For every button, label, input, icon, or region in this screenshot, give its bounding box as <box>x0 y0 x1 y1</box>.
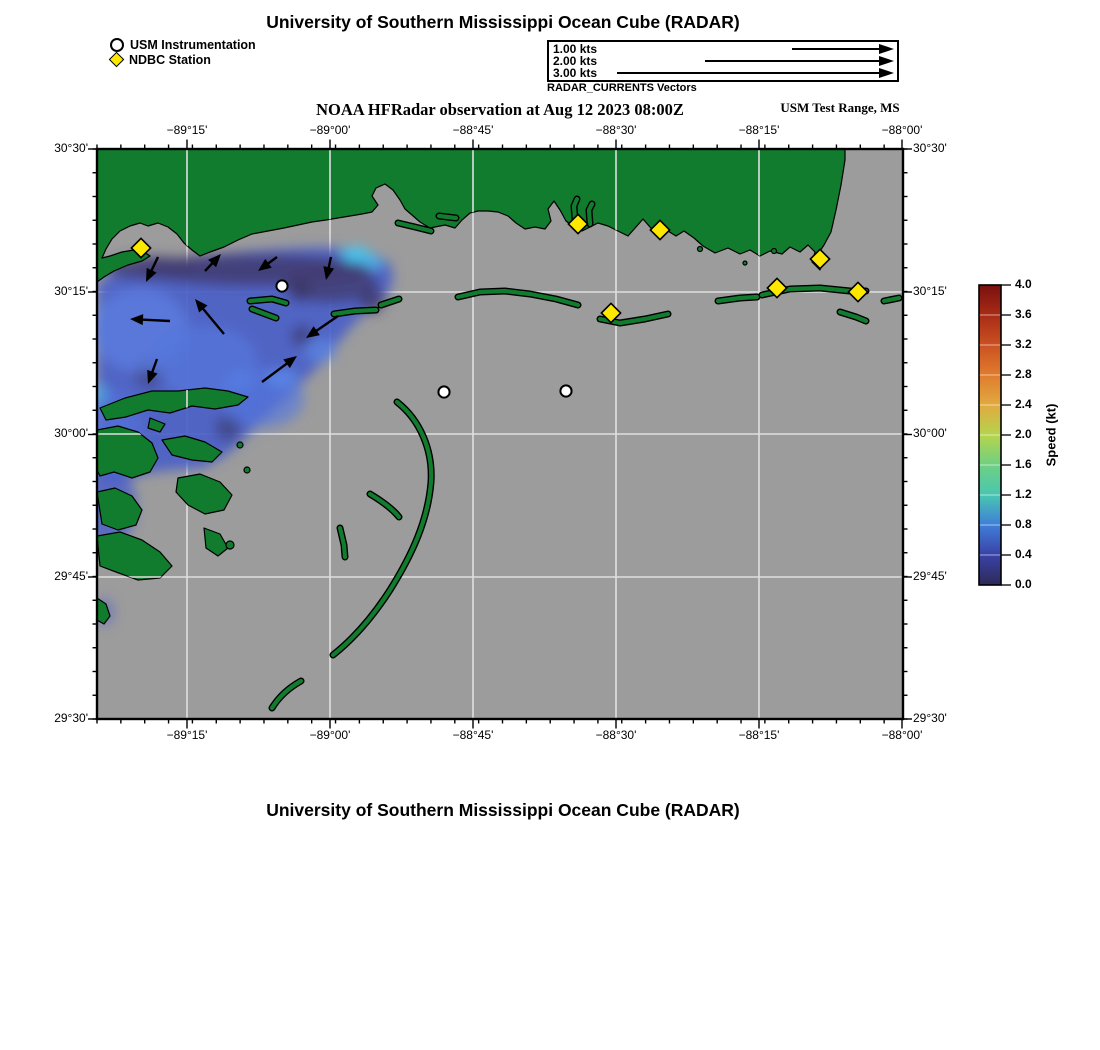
colorbar-tick: 3.6 <box>1015 307 1032 321</box>
marsh-blob <box>97 425 159 479</box>
land-areas <box>97 149 899 708</box>
legend-usm-label: USM Instrumentation <box>130 37 256 52</box>
current-vector-tail <box>314 315 339 333</box>
test-range-label: USM Test Range, MS <box>780 100 900 115</box>
lon-label-bottom: −89°00' <box>309 728 351 742</box>
bottom-title: University of Southern Mississippi Ocean… <box>266 800 740 820</box>
lon-label-top: −89°15' <box>166 123 208 137</box>
current-vector-head <box>195 299 208 313</box>
lon-label-bottom: −88°45' <box>452 728 494 742</box>
scale-1kt-arrow <box>792 48 880 50</box>
scale-2kt-arrow <box>705 60 880 62</box>
legend-row-usm: USM Instrumentation <box>110 37 256 52</box>
usm-instrumentation-marker <box>275 279 289 293</box>
current-vector-tail <box>140 318 171 323</box>
lat-label-right: 30°00' <box>913 426 947 440</box>
current-vector-head <box>146 267 157 282</box>
colorbar-tick: 2.4 <box>1015 397 1032 411</box>
map-frame <box>95 147 905 721</box>
colorbar-tick: 4.0 <box>1015 277 1032 291</box>
lat-label-left: 29°30' <box>54 711 88 725</box>
usm-circle-icon <box>110 37 124 52</box>
current-vectors <box>130 254 339 384</box>
symbol-legend: USM Instrumentation NDBC Station <box>108 37 256 68</box>
ndbc-station-marker <box>649 219 671 241</box>
current-vector-head <box>130 314 144 326</box>
colorbar-tick: 2.0 <box>1015 427 1032 441</box>
marsh-blob <box>97 531 173 581</box>
lon-label-bottom: −88°30' <box>595 728 637 742</box>
lon-label-top: −88°15' <box>738 123 780 137</box>
legend-ndbc-label: NDBC Station <box>129 52 211 67</box>
scale-2kt-label: 2.00 kts <box>553 54 598 68</box>
lat-label-left: 30°00' <box>54 426 88 440</box>
lon-label-bottom: −88°15' <box>738 728 780 742</box>
lat-label-right: 30°30' <box>913 141 947 155</box>
colorbar-tick: 1.6 <box>1015 457 1032 471</box>
colorbar-title: Speed (kt) <box>1043 403 1059 467</box>
ndbc-station-marker <box>847 281 869 303</box>
ndbc-diamond-icon <box>108 51 125 68</box>
arrowhead-icon <box>879 55 894 66</box>
colorbar <box>978 284 1011 586</box>
ndbc-station-marker <box>766 277 788 299</box>
legend-row-ndbc: NDBC Station <box>108 51 256 68</box>
current-vector-tail <box>266 256 278 266</box>
lat-label-left: 30°30' <box>54 141 88 155</box>
vector-scale-box: 1.00 kts 2.00 kts 3.00 kts <box>547 40 899 82</box>
current-vector-head <box>306 326 320 338</box>
colorbar-tick: 0.8 <box>1015 517 1032 531</box>
lat-label-right: 30°15' <box>913 284 947 298</box>
current-vector-tail <box>201 306 225 335</box>
lon-label-top: −89°00' <box>309 123 351 137</box>
colorbar-tick: 1.2 <box>1015 487 1032 501</box>
current-vector-tail <box>261 361 289 383</box>
lon-label-top: −88°30' <box>595 123 637 137</box>
current-vector-head <box>208 254 221 268</box>
usm-instrumentation-marker <box>559 384 573 398</box>
colorbar-tick: 2.8 <box>1015 367 1032 381</box>
ndbc-station-marker <box>600 302 622 324</box>
ndbc-station-marker <box>809 248 831 270</box>
current-vector-tail <box>204 261 215 272</box>
current-vector-head <box>283 356 297 369</box>
current-vector-head <box>147 369 158 384</box>
lat-label-right: 29°30' <box>913 711 947 725</box>
lat-label-left: 29°45' <box>54 569 88 583</box>
current-vector-tail <box>150 358 159 375</box>
ndbc-station-marker <box>130 237 152 259</box>
lon-label-bottom: −88°00' <box>881 728 923 742</box>
usm-instrumentation-marker <box>437 385 451 399</box>
arrowhead-icon <box>879 43 894 54</box>
mainland-coast <box>97 149 846 283</box>
marsh-strip <box>99 387 249 421</box>
page-title: University of Southern Mississippi Ocean… <box>266 12 740 32</box>
colorbar-tick: 0.4 <box>1015 547 1032 561</box>
arrowhead-icon <box>879 67 894 78</box>
lat-label-right: 29°45' <box>913 569 947 583</box>
ndbc-station-marker <box>567 213 589 235</box>
lon-label-top: −88°00' <box>881 123 923 137</box>
colorbar-tick: 0.0 <box>1015 577 1032 591</box>
current-vector-head <box>258 258 272 271</box>
current-vector-tail <box>327 256 333 270</box>
station-markers <box>130 213 869 399</box>
current-vector-tail <box>149 256 160 273</box>
scale-caption: RADAR_CURRENTS Vectors <box>547 82 697 94</box>
lon-label-top: −88°45' <box>452 123 494 137</box>
lat-label-left: 30°15' <box>54 284 88 298</box>
scale-1kt-label: 1.00 kts <box>553 42 598 56</box>
current-vector-head <box>323 266 335 280</box>
scale-3kt-arrow <box>617 72 880 74</box>
scale-3kt-label: 3.00 kts <box>553 66 598 80</box>
lon-label-bottom: −89°15' <box>166 728 208 742</box>
observation-title: NOAA HFRadar observation at Aug 12 2023 … <box>316 100 684 119</box>
colorbar-tick: 3.2 <box>1015 337 1032 351</box>
